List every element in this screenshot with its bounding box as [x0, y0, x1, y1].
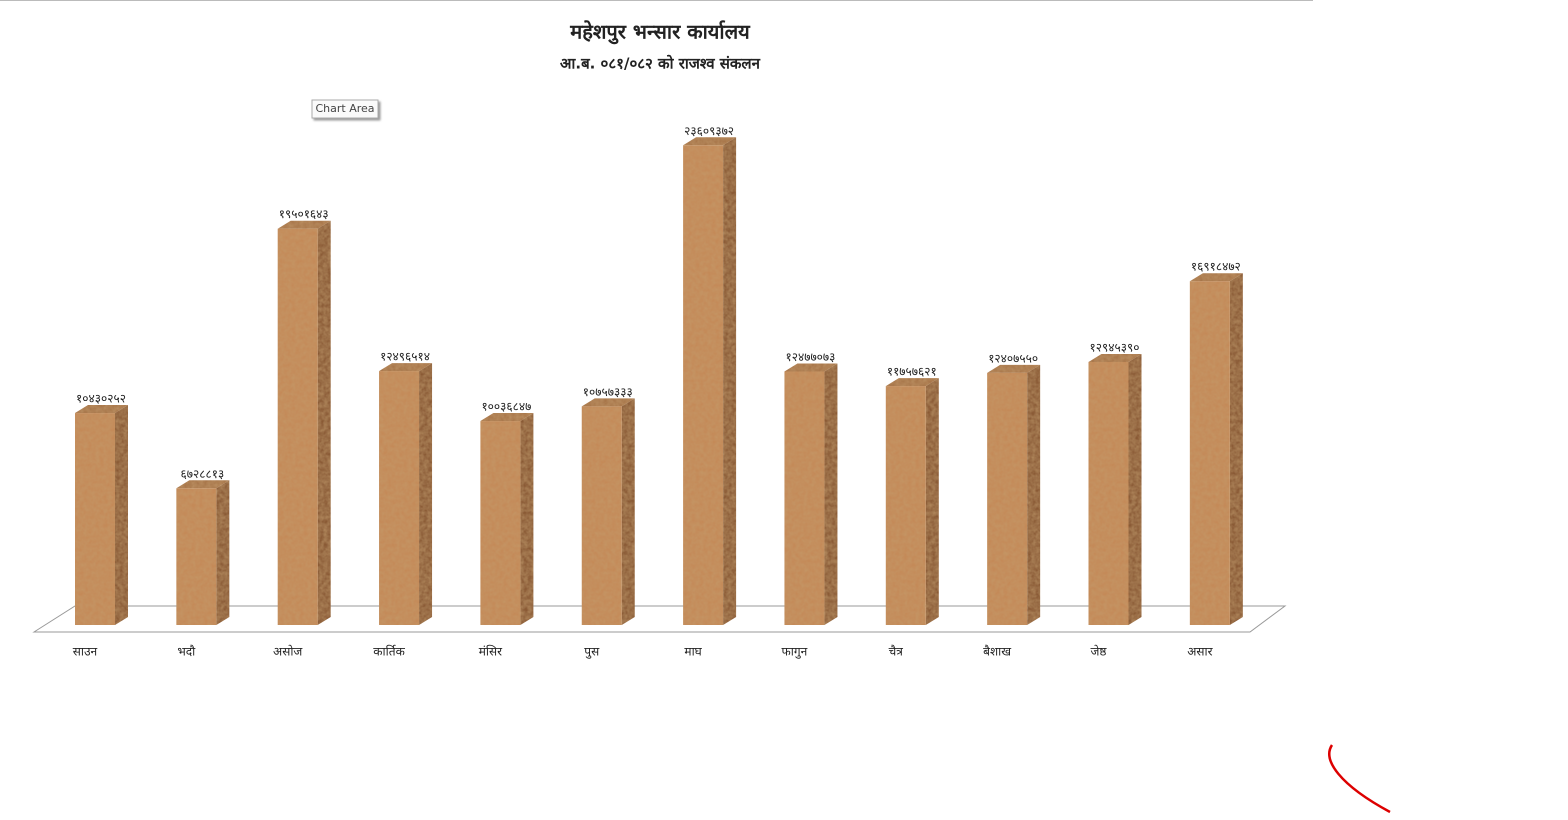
bar-side [1128, 353, 1142, 625]
tooltip-text: Chart Area [315, 102, 374, 115]
x-tick-label: भदौ [177, 645, 196, 659]
bar [176, 488, 217, 625]
tooltip: Chart Area [311, 99, 379, 119]
bar-top [885, 378, 939, 387]
bar-top [1088, 353, 1142, 362]
bar-side [115, 405, 128, 625]
x-tick-label: माघ [684, 645, 702, 659]
data-label: १९५०१६४३ [279, 207, 329, 221]
x-tick-label: फागुन [782, 645, 808, 660]
data-label: १२४९६५१४ [380, 350, 430, 364]
bar-top [987, 364, 1041, 373]
bar-top [75, 405, 128, 414]
tooltip-box [311, 99, 379, 119]
data-label: १०७५७३३३ [583, 385, 633, 399]
data-label: १२४०७५५० [988, 351, 1038, 365]
data-label: १०४३०२५२ [76, 392, 126, 406]
bar-side [925, 378, 939, 625]
bar-side [824, 363, 838, 625]
bar [581, 406, 622, 625]
data-label: १००३६८४७ [481, 400, 531, 414]
bar-top [480, 413, 534, 422]
bar [480, 421, 521, 625]
bar-side [723, 137, 737, 625]
bar [987, 372, 1028, 625]
x-tick-label: बैशाख [983, 645, 1011, 659]
bar [379, 371, 420, 625]
bar-top [784, 363, 838, 372]
bar-side [419, 363, 433, 625]
data-label: २३६०९३७२ [684, 124, 734, 138]
bar-side [216, 480, 230, 625]
bar [1088, 361, 1129, 625]
bar [75, 413, 115, 625]
bar-top [176, 480, 230, 489]
bar-side [1027, 364, 1041, 625]
bar-side [1229, 273, 1243, 625]
bar-top [277, 220, 331, 229]
bar [885, 386, 926, 625]
bar [784, 371, 825, 625]
bar-top [1189, 273, 1243, 282]
x-tick-label: पुस [584, 645, 600, 660]
bar [683, 145, 724, 625]
x-tick-label: चैत्र [889, 645, 904, 659]
chart-subtitle: आ.ब. ०८१/०८२ को राजश्व संकलन [560, 55, 761, 73]
x-tick-label: जेष्ठ [1091, 645, 1108, 659]
x-tick-label: असार [1187, 645, 1213, 659]
x-tick-label: साउन [73, 645, 98, 659]
floor [32, 605, 1287, 633]
bar-side [520, 413, 534, 625]
x-tick-label: मंसिर [479, 645, 503, 659]
bar-top [581, 398, 635, 407]
x-tick-label: असोज [273, 645, 303, 659]
bar-top [379, 363, 433, 372]
bar-top [683, 137, 737, 146]
data-label: १६९१८४७२ [1191, 260, 1241, 274]
annotation-stroke [1328, 744, 1391, 814]
data-label: १२४७७०७३ [785, 350, 835, 364]
bar-side [621, 398, 635, 625]
bar [1189, 281, 1230, 625]
bar-side [317, 220, 331, 625]
x-tick-label: कार्तिक [373, 645, 405, 659]
chart-title: महेशपुर भन्सार कार्यालय [569, 20, 751, 45]
data-label: ६७२८८१३ [181, 467, 225, 481]
bar [277, 228, 318, 625]
data-label: १२९४५३९० [1090, 340, 1140, 354]
data-label: ११७५७६२१ [887, 365, 937, 379]
